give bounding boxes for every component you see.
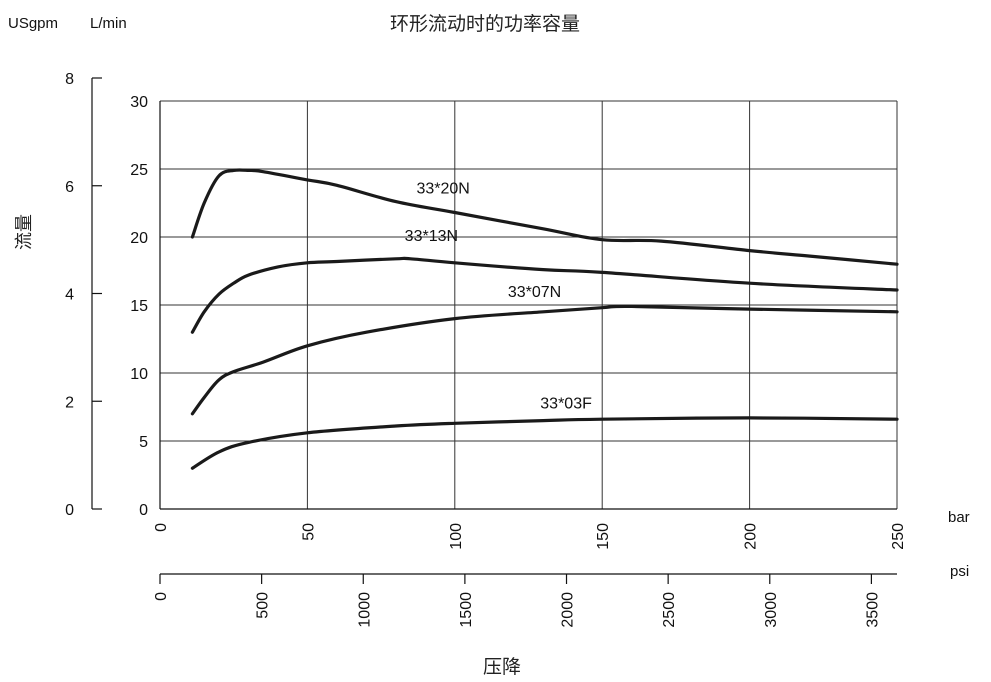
y-tick-label: 25 [130,162,148,179]
y-axis-label: 流量 [14,214,35,250]
chart-title: 环形流动时的功率容量 [390,13,580,35]
psi-tick-label: 1000 [356,592,373,628]
y-unit-right: L/min [90,15,127,32]
series-line [190,416,899,470]
y-tick-label: 30 [130,94,148,111]
x-tick-label: 100 [448,523,465,550]
series-label: 33*13N [405,228,458,245]
gpm-tick-label: 6 [65,179,74,196]
psi-tick-label: 500 [255,592,272,619]
gpm-tick-label: 2 [65,394,74,411]
y-tick-label: 5 [139,434,148,451]
gpm-tick-label: 8 [65,71,74,88]
psi-tick-label: 3500 [864,592,881,628]
y-tick-label: 0 [139,502,148,519]
y-unit-left: USgpm [8,15,58,32]
psi-tick-label: 2000 [560,592,577,628]
y-tick-label: 15 [130,298,148,315]
x-axis-label: 压降 [483,656,521,678]
psi-tick-label: 2500 [661,592,678,628]
y-tick-label: 20 [130,230,148,247]
gpm-tick-label: 0 [65,502,74,519]
x-unit-bar: bar [948,509,970,526]
psi-tick-label: 3000 [763,592,780,628]
gpm-tick-label: 4 [65,287,74,304]
series-line [190,256,899,334]
x-tick-label: 150 [595,523,612,550]
psi-tick-label: 0 [153,592,170,601]
y-tick-label: 10 [130,366,148,383]
series-label: 33*03F [540,395,592,412]
x-tick-label: 50 [300,523,317,541]
series-group: 33*20N 33*13N 33*07N 33*03F [190,168,899,470]
series-label: 33*07N [508,284,561,301]
psi-tick-label: 1500 [458,592,475,628]
x-tick-label: 0 [153,523,170,532]
x-tick-label: 200 [743,523,760,550]
series-label: 33*20N [416,180,469,197]
x-tick-label: 250 [890,523,907,550]
series-line [190,304,899,416]
grid [160,100,898,509]
series-line [190,168,899,266]
x-unit-psi: psi [950,563,969,580]
